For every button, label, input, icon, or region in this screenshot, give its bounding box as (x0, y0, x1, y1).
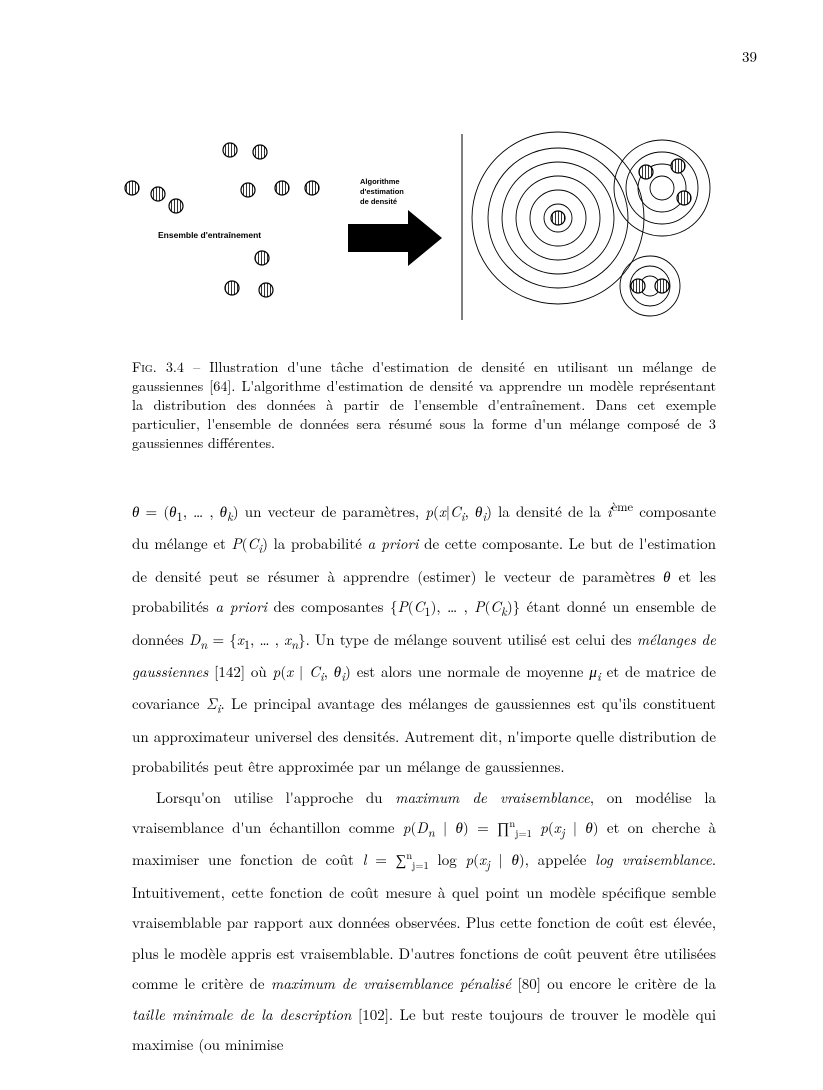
arrow-icon (348, 210, 442, 266)
figure-svg: Ensemble d'entraînement Algorithme d'est… (90, 128, 750, 328)
paragraph-1: θ = (θ1, … , θk) un vecteur de paramètre… (132, 494, 716, 783)
paragraph-2: Lorsqu'on utilise l'approche du maximum … (132, 783, 716, 1061)
page: 39 Ensemble d'entraînement Algorithme d'… (0, 0, 823, 1090)
algo-line1: Algorithme (360, 177, 400, 186)
body-text: θ = (θ1, … , θk) un vecteur de paramètre… (132, 494, 716, 1060)
algo-line3: de densité (360, 197, 397, 206)
training-points (125, 143, 319, 297)
figure-caption: Fig. 3.4 – Illustration d'une tâche d'es… (132, 358, 716, 452)
figure-label-number: 3.4 (166, 357, 184, 377)
figure-label-prefix: Fig. (132, 357, 157, 377)
gaussian-clusters (472, 132, 710, 316)
figure-caption-text: – Illustration d'une tâche d'estimation … (132, 357, 716, 453)
algorithm-label: Algorithme d'estimation de densité (360, 177, 404, 206)
training-set-label: Ensemble d'entraînement (158, 230, 261, 240)
page-number: 39 (742, 46, 757, 67)
figure-3-4: Ensemble d'entraînement Algorithme d'est… (90, 128, 750, 328)
algo-line2: d'estimation (360, 187, 404, 196)
